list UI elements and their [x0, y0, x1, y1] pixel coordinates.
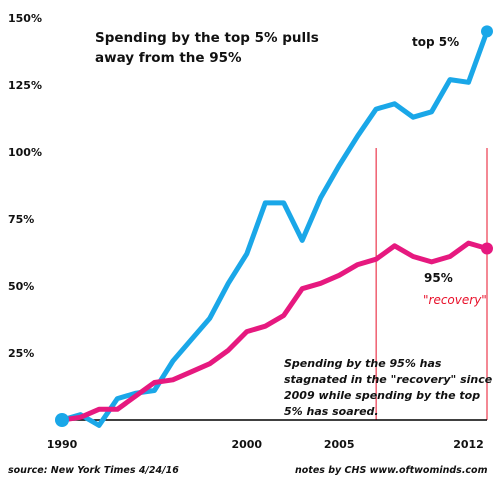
credits-note: notes by CHS www.oftwominds.com [295, 465, 488, 476]
series-end-point [481, 242, 493, 255]
series-label-top5: top 5% [412, 35, 460, 49]
y-tick-label: 25% [8, 347, 34, 360]
series-end-point [481, 25, 493, 38]
y-tick-label: 100% [8, 146, 42, 159]
series-line-95 [59, 240, 490, 423]
x-tick-label: 2012 [453, 438, 484, 451]
y-tick-label: 125% [8, 79, 42, 92]
y-tick-label: 50% [8, 280, 34, 293]
y-tick-label: 75% [8, 213, 34, 226]
series-start-point [55, 413, 69, 427]
x-tick-label: 2000 [231, 438, 262, 451]
x-tick-label: 2005 [324, 438, 355, 451]
source-note: source: New York Times 4/24/16 [8, 465, 179, 476]
chart-title: Spending by the top 5% pulls away from t… [95, 30, 319, 66]
recovery-annotation: "recovery" [423, 293, 487, 307]
series-label-95: 95% [424, 271, 453, 285]
series-line-top5 [59, 28, 490, 428]
chart-note: Spending by the 95% has stagnated in the… [284, 357, 493, 418]
x-tick-label: 1990 [47, 438, 78, 451]
y-tick-label: 150% [8, 12, 42, 25]
